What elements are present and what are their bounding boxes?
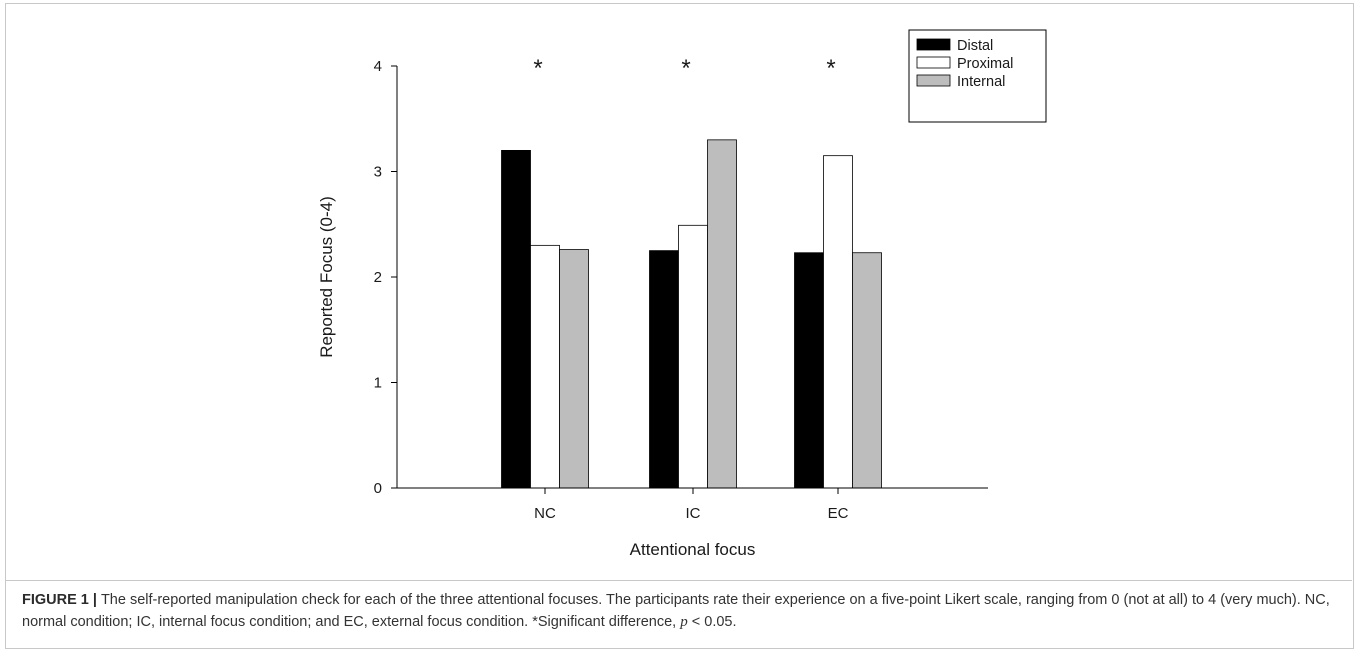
legend-swatch-internal bbox=[916, 74, 951, 87]
bars-group: * * * bbox=[501, 55, 882, 489]
x-tick-label-ic: IC bbox=[686, 505, 701, 522]
x-tick-label-nc: NC bbox=[534, 505, 556, 522]
x-tick-label-ec: EC bbox=[828, 505, 849, 522]
y-tick-label: 3 bbox=[374, 164, 382, 181]
figure-caption: FIGURE 1 | The self-reported manipulation … bbox=[22, 589, 1342, 633]
legend-swatch-distal bbox=[916, 38, 951, 51]
y-tick-label: 1 bbox=[374, 375, 382, 392]
bar-distal-nc bbox=[501, 149, 531, 489]
bar-internal-nc bbox=[559, 249, 589, 489]
significance-marker-ec: * bbox=[826, 55, 835, 82]
bar-internal-ic bbox=[707, 139, 737, 489]
legend-label-distal: Distal bbox=[957, 38, 993, 54]
caption-text-end: < 0.05. bbox=[687, 614, 737, 630]
y-tick-label: 0 bbox=[374, 480, 382, 497]
x-axis-title: Attentional focus bbox=[630, 540, 756, 559]
bar-proximal-ic bbox=[678, 224, 708, 489]
significance-marker-ic: * bbox=[681, 55, 690, 82]
bar-chart: * * * 0 1 2 3 4 NC IC EC Attentional focus Reported… bbox=[317, 29, 1047, 559]
caption-text: The self-reported manipulation check for… bbox=[22, 592, 1330, 630]
legend: Distal Proximal Internal bbox=[908, 29, 1047, 123]
y-axis-title: Reported Focus (0-4) bbox=[317, 196, 336, 358]
legend-swatch-proximal bbox=[916, 56, 951, 69]
bar-distal-ec bbox=[794, 252, 824, 489]
bar-proximal-ec bbox=[823, 155, 853, 489]
caption-separator: | bbox=[92, 592, 97, 608]
p-symbol: p bbox=[680, 614, 688, 630]
figure-label: FIGURE 1 bbox=[22, 592, 89, 608]
axes-group: 0 1 2 3 4 NC IC EC Attentional focus Reported Foc… bbox=[317, 58, 988, 559]
y-tick-label: 4 bbox=[374, 58, 382, 75]
bar-distal-ic bbox=[649, 250, 679, 489]
y-tick-label: 2 bbox=[374, 269, 382, 286]
legend-label-internal: Internal bbox=[957, 74, 1005, 90]
bar-proximal-nc bbox=[530, 244, 560, 489]
legend-label-proximal: Proximal bbox=[957, 56, 1013, 72]
significance-marker-nc: * bbox=[533, 55, 542, 82]
bar-internal-ec bbox=[852, 252, 882, 489]
figure-frame bbox=[5, 3, 1354, 649]
caption-divider bbox=[6, 580, 1352, 581]
